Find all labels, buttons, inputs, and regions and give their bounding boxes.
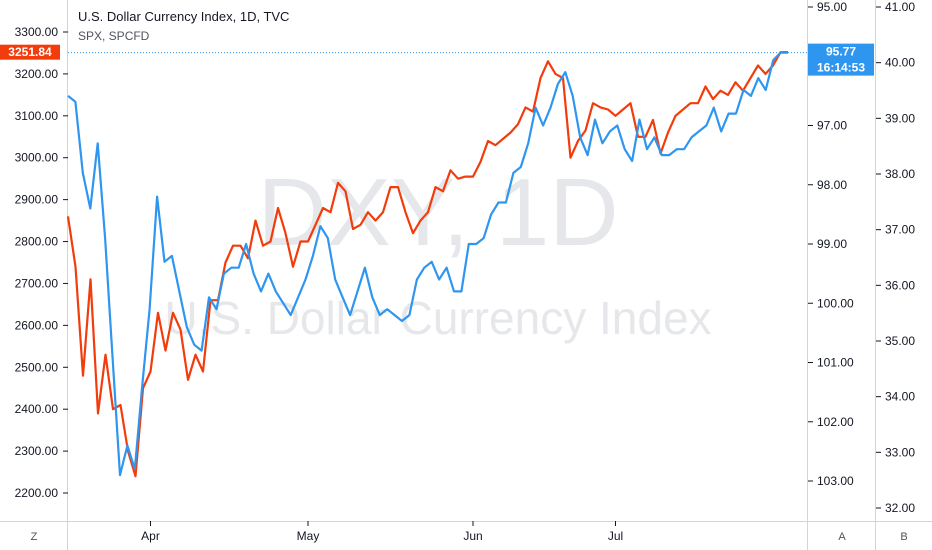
left-axis-tick-label: 2700.00 (15, 276, 59, 290)
left-axis-tick-label: 2300.00 (15, 444, 59, 458)
left-axis-tick-label: 2600.00 (15, 318, 59, 332)
right-axis-b-tick-label: 38.00 (885, 167, 915, 181)
left-axis-tick-label: 2400.00 (15, 402, 59, 416)
right-axis-b-tick-label: 32.00 (885, 501, 915, 515)
left-axis-tick-label: 2200.00 (15, 486, 59, 500)
time-axis-tick-label: Jul (608, 529, 623, 543)
right-axis-b-tick-label: 36.00 (885, 278, 915, 292)
right-axis-b-tick-label: 39.00 (885, 111, 915, 125)
time-axis-tick-label: Apr (141, 529, 160, 543)
series-layer (66, 51, 789, 478)
right-axis-a-tick-label: 103.00 (817, 474, 854, 488)
watermark-symbol: DXY, 1D (257, 159, 618, 266)
right-axis-a-tick-label: 95.00 (817, 0, 847, 14)
watermark-description: U.S. Dollar Currency Index (164, 292, 711, 344)
spx-last-badge: 3251.84 (0, 44, 60, 60)
spx-last-value: 3251.84 (8, 45, 52, 59)
right-axis-a-tick-label: 99.00 (817, 237, 847, 251)
axis-layer: 2200.00 2300.00 2400.00 2500.00 2600.00 2700.… (15, 0, 916, 543)
second-scale-toggle[interactable]: B (900, 531, 907, 543)
left-axis-tick-label: 3200.00 (15, 67, 59, 81)
series-line-spx[interactable] (66, 51, 789, 478)
right-axis-a-tick-label: 98.00 (817, 178, 847, 192)
time-axis-tick-label: Jun (463, 529, 482, 543)
left-axis-tick-label: 2800.00 (15, 235, 59, 249)
left-axis-tick-label: 2500.00 (15, 360, 59, 374)
right-axis-b-tick-label: 41.00 (885, 0, 915, 14)
dxy-last-value: 95.77 (826, 45, 856, 59)
series-line-dxy[interactable] (67, 51, 788, 477)
right-axis-b-tick-label: 33.00 (885, 445, 915, 459)
right-axis-a-tick-label: 102.00 (817, 415, 854, 429)
right-axis-b-tick-label: 35.00 (885, 334, 915, 348)
auto-scale-toggle[interactable]: A (838, 531, 846, 543)
dxy-countdown: 16:14:53 (817, 61, 865, 75)
right-axis-b-tick-label: 37.00 (885, 223, 915, 237)
right-axis-b-tick-label: 34.00 (885, 390, 915, 404)
log-scale-toggle[interactable]: Z (31, 531, 38, 543)
left-axis-tick-label: 2900.00 (15, 193, 59, 207)
right-axis-b-tick-label: 40.00 (885, 56, 915, 70)
left-axis-tick-label: 3000.00 (15, 151, 59, 165)
left-axis-tick-label: 3100.00 (15, 109, 59, 123)
dxy-last-badge: 95.77 16:14:53 (808, 43, 874, 76)
right-axis-a-tick-label: 100.00 (817, 296, 854, 310)
chart-subtitle[interactable]: SPX, SPCFD (78, 29, 150, 43)
left-axis-tick-label: 3300.00 (15, 25, 59, 39)
right-axis-a-tick-label: 101.00 (817, 356, 854, 370)
time-axis-tick-label: May (297, 529, 320, 543)
right-axis-a-tick-label: 97.00 (817, 119, 847, 133)
chart-title[interactable]: U.S. Dollar Currency Index, 1D, TVC (78, 9, 289, 24)
